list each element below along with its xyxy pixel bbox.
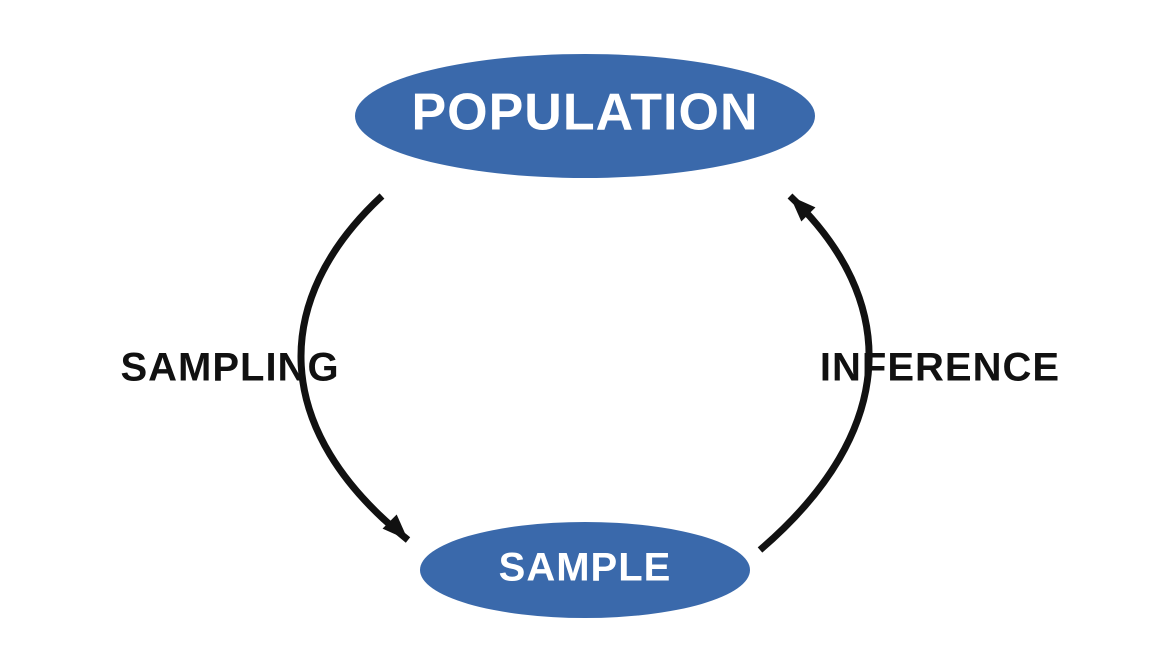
sampling-label: SAMPLING xyxy=(120,346,339,390)
population-label: POPULATION xyxy=(411,84,758,142)
diagram-canvas: POPULATION SAMPLE SAMPLING INFERENCE xyxy=(0,0,1170,658)
sample-label: SAMPLE xyxy=(499,546,672,590)
inference-label: INFERENCE xyxy=(820,346,1060,390)
